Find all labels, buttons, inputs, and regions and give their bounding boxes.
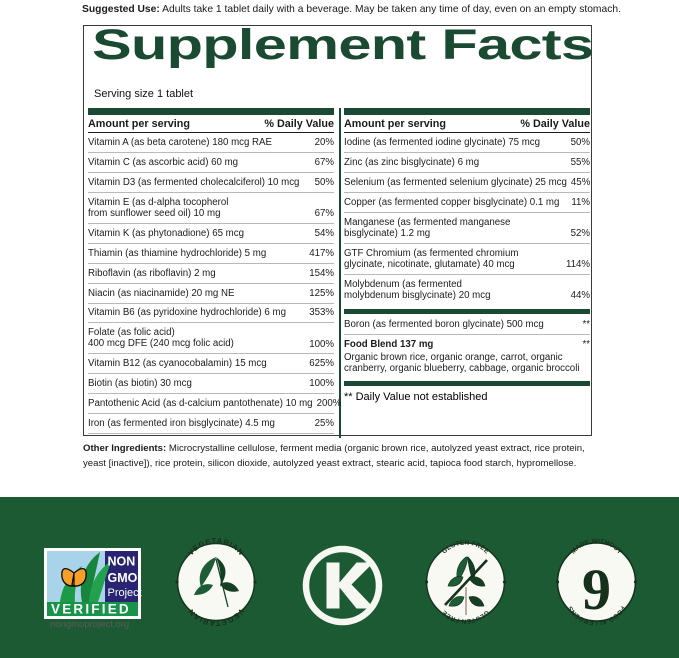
svg-text:9: 9 [582,557,611,622]
svg-text:Project: Project [108,587,142,599]
svg-text:GMO: GMO [108,571,138,585]
svg-text:NON: NON [108,555,136,569]
svg-text:nongmoproject.org: nongmoproject.org [50,619,129,630]
svg-text:VERIFIED: VERIFIED [51,602,131,617]
